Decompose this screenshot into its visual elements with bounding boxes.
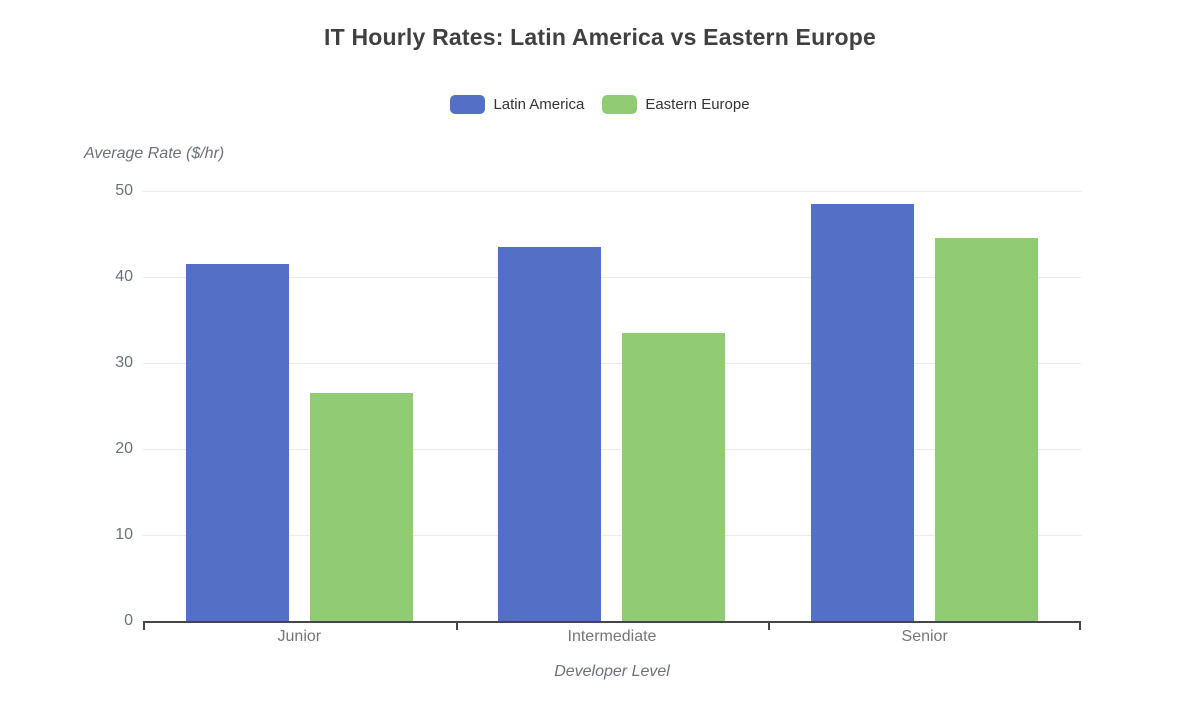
bar-eastern-europe-senior (935, 238, 1039, 621)
bar-group-junior (143, 191, 456, 621)
bar-eastern-europe-junior (309, 393, 413, 621)
legend-swatch-eastern-europe (602, 95, 638, 114)
x-axis-title: Developer Level (554, 663, 670, 680)
bar-eastern-europe-intermediate (622, 332, 726, 621)
y-tick-label-10: 10 (115, 526, 133, 543)
bar-group-intermediate (456, 191, 769, 621)
legend: Latin America Eastern Europe (0, 95, 1200, 114)
legend-label: Latin America (493, 96, 585, 113)
gridline-y-50 (143, 191, 1081, 192)
y-tick-label-30: 30 (115, 354, 133, 371)
bar-latin-america-junior (185, 264, 289, 621)
y-tick-label-0: 0 (124, 612, 133, 629)
legend-swatch-latin-america (450, 95, 486, 114)
y-tick-label-50: 50 (115, 182, 133, 199)
legend-item-latin-america[interactable]: Latin America (450, 95, 584, 114)
x-axis-tick-3 (1079, 623, 1081, 630)
chart-title: IT Hourly Rates: Latin America vs Easter… (324, 24, 876, 50)
x-axis-tick-1 (455, 623, 458, 630)
legend-item-eastern-europe[interactable]: Eastern Europe (602, 95, 750, 114)
bar-latin-america-intermediate (498, 246, 602, 621)
x-category-label-intermediate: Intermediate (567, 628, 657, 645)
gridline-y-10 (143, 535, 1081, 536)
y-tick-label-20: 20 (115, 440, 133, 457)
bar-latin-america-senior (811, 203, 915, 621)
gridline-y-20 (143, 449, 1081, 450)
gridline-y-40 (143, 277, 1081, 278)
x-axis-tick-0 (143, 623, 145, 630)
x-category-label-junior: Junior (277, 628, 322, 645)
x-axis-tick-2 (768, 623, 771, 630)
legend-label: Eastern Europe (645, 96, 750, 113)
x-axis-line (143, 621, 1081, 623)
gridline-y-30 (143, 363, 1081, 364)
x-category-label-senior: Senior (901, 628, 948, 645)
y-tick-label-40: 40 (115, 268, 133, 285)
plot-area (143, 191, 1081, 630)
bar-group-senior (768, 191, 1081, 621)
y-axis-title: Average Rate ($/hr) (84, 145, 225, 162)
